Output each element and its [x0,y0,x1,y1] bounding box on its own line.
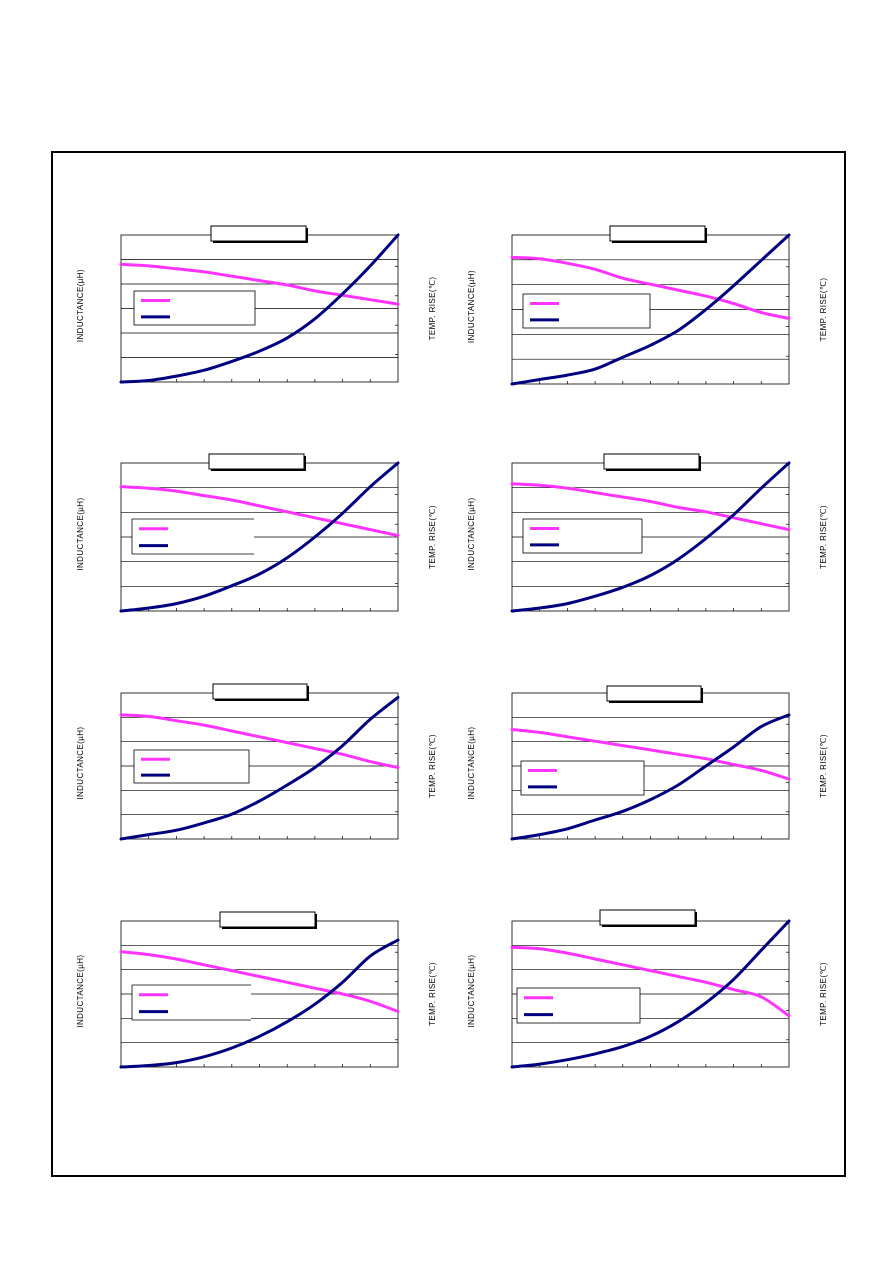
legend [133,290,256,326]
legend [520,760,645,796]
y-axis-label-right: TEMP. RISE(℃) [819,962,828,1026]
y-axis-label-right: TEMP. RISE(℃) [819,734,828,798]
y-axis-label-left: INDUCTANCE(µH) [467,954,476,1027]
legend-box [133,749,250,784]
y-axis-label-right: TEMP. RISE(℃) [428,277,437,341]
y-axis-label-left: INDUCTANCE(µH) [76,726,85,799]
page-frame [51,151,846,1177]
legend-box [133,290,256,326]
chart-4: INDUCTANCE(µH) TEMP. RISE(℃) [467,453,828,613]
chart-title-box [606,685,702,702]
legend-box [522,293,651,329]
chart-title-box [219,911,316,928]
legend [522,518,643,554]
legend-box [516,987,641,1024]
legend-bg [132,519,254,554]
legend [133,749,250,784]
y-axis-label-right: TEMP. RISE(℃) [819,505,828,569]
legend-box [520,760,645,796]
legend [131,984,251,1021]
legend-bg [132,985,251,1020]
y-axis-label-left: INDUCTANCE(µH) [76,954,85,1027]
legend [131,518,254,555]
y-axis-label-left: INDUCTANCE(µH) [467,726,476,799]
chart-title-box [210,225,307,242]
y-axis-label-left: INDUCTANCE(µH) [467,497,476,570]
y-axis-label-right: TEMP. RISE(℃) [428,962,437,1026]
chart-3: INDUCTANCE(µH) TEMP. RISE(℃) [76,453,437,613]
chart-title-box [609,225,706,242]
y-axis-label-left: INDUCTANCE(µH) [76,269,85,342]
legend [522,293,651,329]
legend [516,987,641,1024]
chart-7: INDUCTANCE(µH) TEMP. RISE(℃) [76,911,437,1069]
y-axis-label-right: TEMP. RISE(℃) [819,278,828,342]
chart-8: INDUCTANCE(µH) TEMP. RISE(℃) [467,909,828,1069]
chart-1: INDUCTANCE(µH) TEMP. RISE(℃) [76,225,437,384]
chart-title-box [603,453,700,470]
y-axis-label-right: TEMP. RISE(℃) [428,734,437,798]
chart-2: INDUCTANCE(µH) TEMP. RISE(℃) [467,225,828,386]
y-axis-label-right: TEMP. RISE(℃) [428,505,437,569]
chart-6: INDUCTANCE(µH) TEMP. RISE(℃) [467,685,828,841]
chart-title-box [599,909,696,926]
chart-title-box [212,683,308,700]
legend-box [522,518,643,554]
chart-5: INDUCTANCE(µH) TEMP. RISE(℃) [76,683,437,841]
y-axis-label-left: INDUCTANCE(µH) [76,497,85,570]
y-axis-label-left: INDUCTANCE(µH) [467,270,476,343]
chart-title-box [208,453,305,470]
